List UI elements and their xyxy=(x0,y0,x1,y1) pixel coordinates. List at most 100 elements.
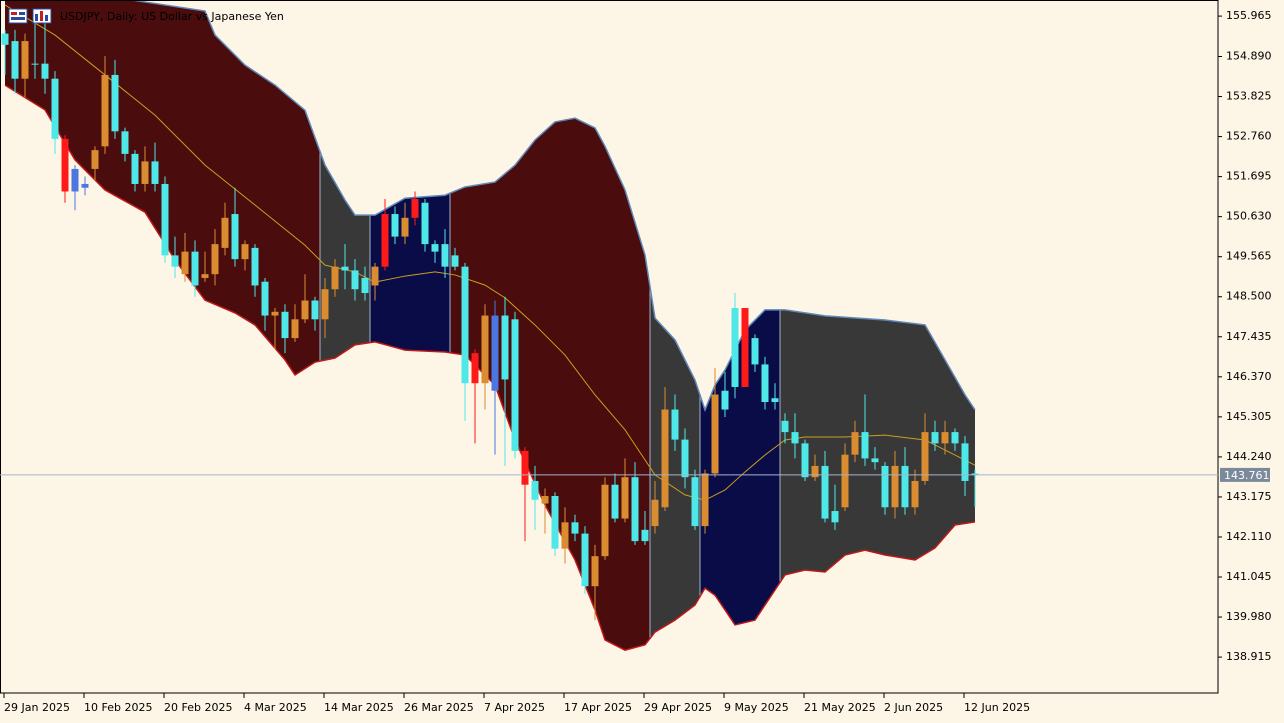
candle-body xyxy=(361,277,369,293)
x-tick-label: 21 May 2025 xyxy=(804,701,876,714)
band-zone xyxy=(450,118,650,651)
candle-body xyxy=(351,270,359,290)
icon xyxy=(19,12,25,15)
candle-body xyxy=(111,74,119,132)
candle-body xyxy=(671,409,679,440)
candle-body xyxy=(401,217,409,237)
chart-title: USDJPY, Daily: US Dollar vs Japanese Yen xyxy=(60,10,284,23)
candle-body xyxy=(841,454,849,508)
icon xyxy=(35,14,38,21)
candle-body xyxy=(181,251,189,275)
candle-body xyxy=(71,168,79,192)
icon xyxy=(11,12,17,15)
candle-body xyxy=(641,529,649,542)
candle-body xyxy=(821,465,829,519)
y-tick-label: 154.890 xyxy=(1226,50,1272,63)
candle-body xyxy=(481,315,489,384)
candle-body xyxy=(101,74,109,147)
x-tick-label: 2 Jun 2025 xyxy=(884,701,943,714)
icon xyxy=(8,8,28,24)
y-tick-label: 152.760 xyxy=(1226,130,1272,143)
candle-body xyxy=(611,484,619,519)
candle-body xyxy=(11,41,19,79)
candle-body xyxy=(441,244,449,267)
candle-body xyxy=(301,300,309,320)
icon xyxy=(11,17,25,20)
candle-body xyxy=(751,338,759,365)
x-tick-label: 29 Apr 2025 xyxy=(644,701,712,714)
y-tick-label: 143.175 xyxy=(1226,490,1272,503)
candle-body xyxy=(871,458,879,463)
y-tick-label: 138.915 xyxy=(1226,650,1272,663)
candle-body xyxy=(661,409,669,508)
candle-body xyxy=(51,78,59,139)
candle-body xyxy=(281,311,289,339)
last-price-label: 143.761 xyxy=(1224,469,1270,482)
candle-body xyxy=(731,308,739,387)
candle-body xyxy=(961,443,969,481)
candle-body xyxy=(721,390,729,410)
candle-body xyxy=(411,198,419,218)
candle-body xyxy=(61,138,69,192)
candle-body xyxy=(321,289,329,320)
candle-body xyxy=(191,251,199,286)
x-tick-label: 9 May 2025 xyxy=(724,701,789,714)
band-middle xyxy=(4,4,976,501)
candle-body xyxy=(261,281,269,316)
candle-body xyxy=(171,255,179,267)
candle-body xyxy=(371,266,379,286)
x-tick-label: 29 Jan 2025 xyxy=(4,701,70,714)
candle-body xyxy=(491,315,499,391)
candle-body xyxy=(211,244,219,275)
y-tick-label: 146.370 xyxy=(1226,370,1272,383)
candle-body xyxy=(291,319,299,339)
candle-body xyxy=(791,432,799,444)
candle-body xyxy=(571,522,579,534)
candle-body xyxy=(221,217,229,248)
band-upper xyxy=(126,0,976,413)
candle-body xyxy=(541,496,549,504)
candle-body xyxy=(521,450,529,485)
y-tick-label: 148.500 xyxy=(1226,290,1272,303)
plot-frame xyxy=(0,0,1219,694)
x-tick-label: 17 Apr 2025 xyxy=(564,701,632,714)
y-tick-label: 151.695 xyxy=(1226,170,1272,183)
candle-body xyxy=(461,266,469,384)
y-tick-label: 153.825 xyxy=(1226,90,1272,103)
candle-body xyxy=(451,255,459,267)
candle-body xyxy=(241,244,249,260)
candle-body xyxy=(271,311,279,316)
candle-body xyxy=(391,214,399,237)
band-zone xyxy=(370,193,450,353)
candle-body xyxy=(811,465,819,478)
candle-body xyxy=(531,480,539,500)
y-tick-label: 147.435 xyxy=(1226,330,1272,343)
candle-body xyxy=(761,364,769,403)
candle-body xyxy=(151,161,159,184)
candle-body xyxy=(691,477,699,527)
candle-body xyxy=(921,432,929,481)
candle-body xyxy=(971,473,979,475)
candle-body xyxy=(621,477,629,519)
candle-body xyxy=(801,443,809,478)
x-tick-label: 26 Mar 2025 xyxy=(404,701,474,714)
candle-body xyxy=(251,247,259,286)
x-tick-label: 4 Mar 2025 xyxy=(244,701,307,714)
candle-body xyxy=(711,394,719,474)
candle-body xyxy=(1,33,9,45)
candle-body xyxy=(851,432,859,455)
candle-body xyxy=(601,484,609,557)
candle-body xyxy=(561,522,569,549)
x-tick-label: 7 Apr 2025 xyxy=(484,701,545,714)
candle-body xyxy=(31,63,39,65)
candle-body xyxy=(901,465,909,508)
symbol-icons xyxy=(8,8,52,24)
candle-body xyxy=(141,161,149,184)
candle-body xyxy=(41,63,49,79)
y-tick-label: 139.980 xyxy=(1226,610,1272,623)
y-tick-label: 145.305 xyxy=(1226,410,1272,423)
y-tick-label: 149.565 xyxy=(1226,250,1272,263)
icon xyxy=(40,11,43,21)
